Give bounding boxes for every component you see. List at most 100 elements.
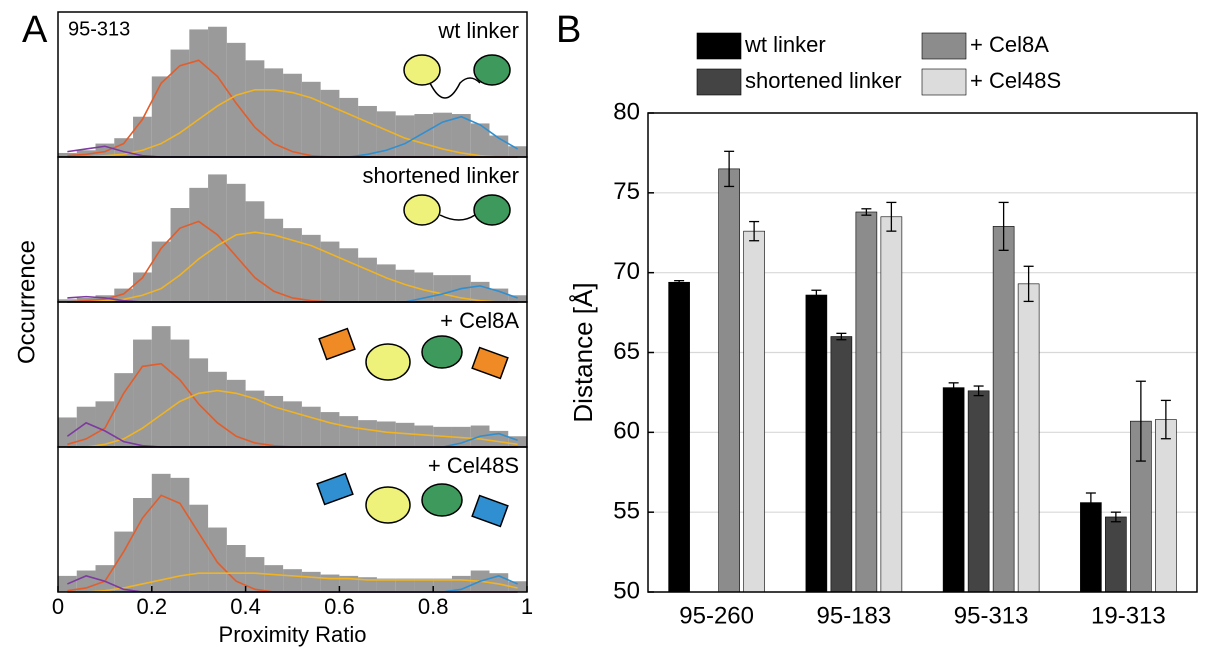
x-tick-label: 0.4 [230, 594, 261, 619]
legend-swatch [921, 68, 967, 96]
y-axis-label: Occurrence [13, 240, 40, 364]
bar [967, 390, 990, 593]
histogram-bar [320, 241, 340, 302]
legend-label: + Cel48S [970, 68, 1061, 93]
x-tick-label: 95-313 [954, 602, 1029, 629]
histogram-bar [283, 569, 302, 592]
histogram-bar [358, 577, 377, 592]
bar [992, 226, 1015, 593]
histogram-bar [208, 371, 227, 447]
y-tick-label: 60 [613, 418, 640, 445]
histogram-bar [451, 114, 471, 157]
bar [743, 230, 765, 593]
histogram-bar [414, 272, 434, 302]
histogram-bar [301, 81, 321, 157]
histogram-bar [358, 420, 377, 447]
histogram-bar [245, 557, 265, 592]
histogram-bar [170, 208, 190, 302]
histogram-bar [189, 358, 209, 447]
histogram-bar [245, 201, 265, 302]
y-tick-label: 50 [613, 577, 640, 604]
histogram-bar [301, 234, 321, 302]
histogram-bar [189, 29, 209, 157]
component-line [67, 572, 518, 593]
panel-letter: B [556, 9, 581, 51]
x-tick-label: 0.6 [324, 594, 355, 619]
histogram-bar [245, 390, 265, 447]
histogram-bar [376, 111, 396, 157]
bar [1105, 516, 1127, 593]
bar [718, 168, 740, 593]
histogram-bar [395, 422, 415, 447]
histogram-bar [508, 581, 527, 592]
panel-label: + Cel8A [440, 308, 519, 333]
x-tick-label: 19-313 [1091, 602, 1166, 629]
histogram-bar [339, 97, 359, 157]
y-tick-label: 65 [613, 338, 640, 365]
bar [1080, 502, 1102, 593]
legend-label: + Cel8A [970, 32, 1049, 57]
histogram-bar [433, 112, 452, 157]
histogram-bar [433, 578, 452, 592]
histogram-bar [414, 578, 434, 592]
panel-label: wt linker [437, 18, 519, 43]
histogram-bar [489, 288, 509, 302]
legend-swatch [921, 32, 967, 60]
y-tick-label: 70 [613, 258, 640, 285]
histogram-bar [320, 89, 340, 157]
x-tick-label: 0 [52, 594, 64, 619]
histogram-bar [133, 339, 152, 447]
histogram-bar [151, 473, 171, 592]
legend-label: shortened linker [745, 68, 902, 93]
histogram-bar [226, 545, 246, 592]
histogram-bar [170, 339, 190, 447]
y-tick-label: 55 [613, 498, 640, 525]
histogram-bar [208, 527, 227, 592]
x-tick-label: 0.2 [137, 594, 168, 619]
histogram-bar [133, 498, 152, 592]
histogram-bar [133, 272, 152, 302]
legend-swatch [696, 68, 742, 96]
bar [805, 294, 828, 593]
histogram-bar [283, 228, 302, 302]
histogram-bar [339, 248, 359, 302]
histogram-bar [151, 76, 171, 157]
histogram-bar [58, 299, 77, 302]
histogram-bar [189, 187, 209, 302]
histogram-bar [283, 401, 302, 447]
bar [880, 216, 903, 593]
histogram-bar [414, 114, 434, 157]
histogram-bar [208, 26, 227, 157]
bar [942, 387, 965, 593]
x-tick-label: 0.8 [418, 594, 449, 619]
histogram-bar [189, 504, 209, 592]
histogram-bar [376, 421, 396, 447]
component-line [67, 89, 518, 158]
histogram-bar [395, 269, 415, 302]
histogram-bar [508, 436, 527, 447]
plot-frame [647, 112, 1198, 593]
histogram-bar [339, 575, 359, 592]
histogram-bar [95, 565, 115, 592]
histogram-bar [114, 373, 134, 447]
histogram-bar [245, 60, 265, 157]
histogram-bar [301, 406, 321, 447]
x-tick-label: 95-183 [817, 602, 892, 629]
bar [830, 336, 853, 593]
histogram-bar [376, 264, 396, 302]
panel-letter: A [22, 9, 48, 51]
bar [855, 211, 878, 593]
histogram-bar [320, 412, 340, 447]
component-line [67, 389, 518, 448]
x-tick-label: 1 [521, 594, 533, 619]
plot-frame [57, 446, 528, 593]
histogram-bar [170, 477, 190, 592]
histogram-bar [283, 73, 302, 157]
histogram-bar [358, 105, 377, 157]
histogram-bar [208, 174, 227, 302]
histogram-bar [414, 425, 434, 447]
legend-swatch [696, 32, 742, 60]
histogram-bar [133, 116, 152, 157]
